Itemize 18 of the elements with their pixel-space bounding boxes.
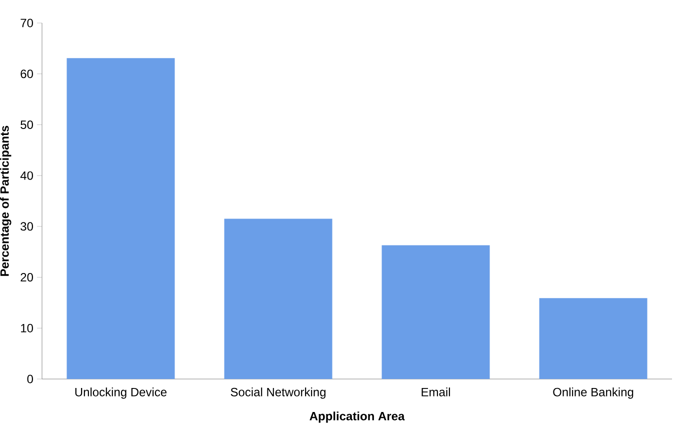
y-tick-label: 50 bbox=[20, 120, 34, 129]
bar bbox=[66, 58, 175, 379]
y-axis-title: Percentage of Participants bbox=[0, 126, 12, 276]
y-tick-label: 60 bbox=[20, 70, 34, 78]
x-tick-label: Email bbox=[422, 388, 450, 396]
y-tick-label: 70 bbox=[20, 18, 34, 28]
y-tick-label: 20 bbox=[20, 273, 34, 282]
bar bbox=[224, 218, 332, 379]
x-tick-label: Online Banking bbox=[553, 388, 634, 399]
x-tick-label: Unlocking Device bbox=[75, 388, 167, 399]
y-tick-label: 0 bbox=[27, 374, 34, 384]
bar bbox=[539, 298, 648, 379]
bar bbox=[382, 245, 490, 379]
y-tick-label: 40 bbox=[20, 171, 34, 180]
y-tick-label: 30 bbox=[20, 222, 34, 231]
x-axis-title: Application Area bbox=[310, 412, 405, 423]
y-tick-label: 10 bbox=[21, 324, 34, 332]
x-tick-label: Social Networking bbox=[230, 388, 326, 399]
